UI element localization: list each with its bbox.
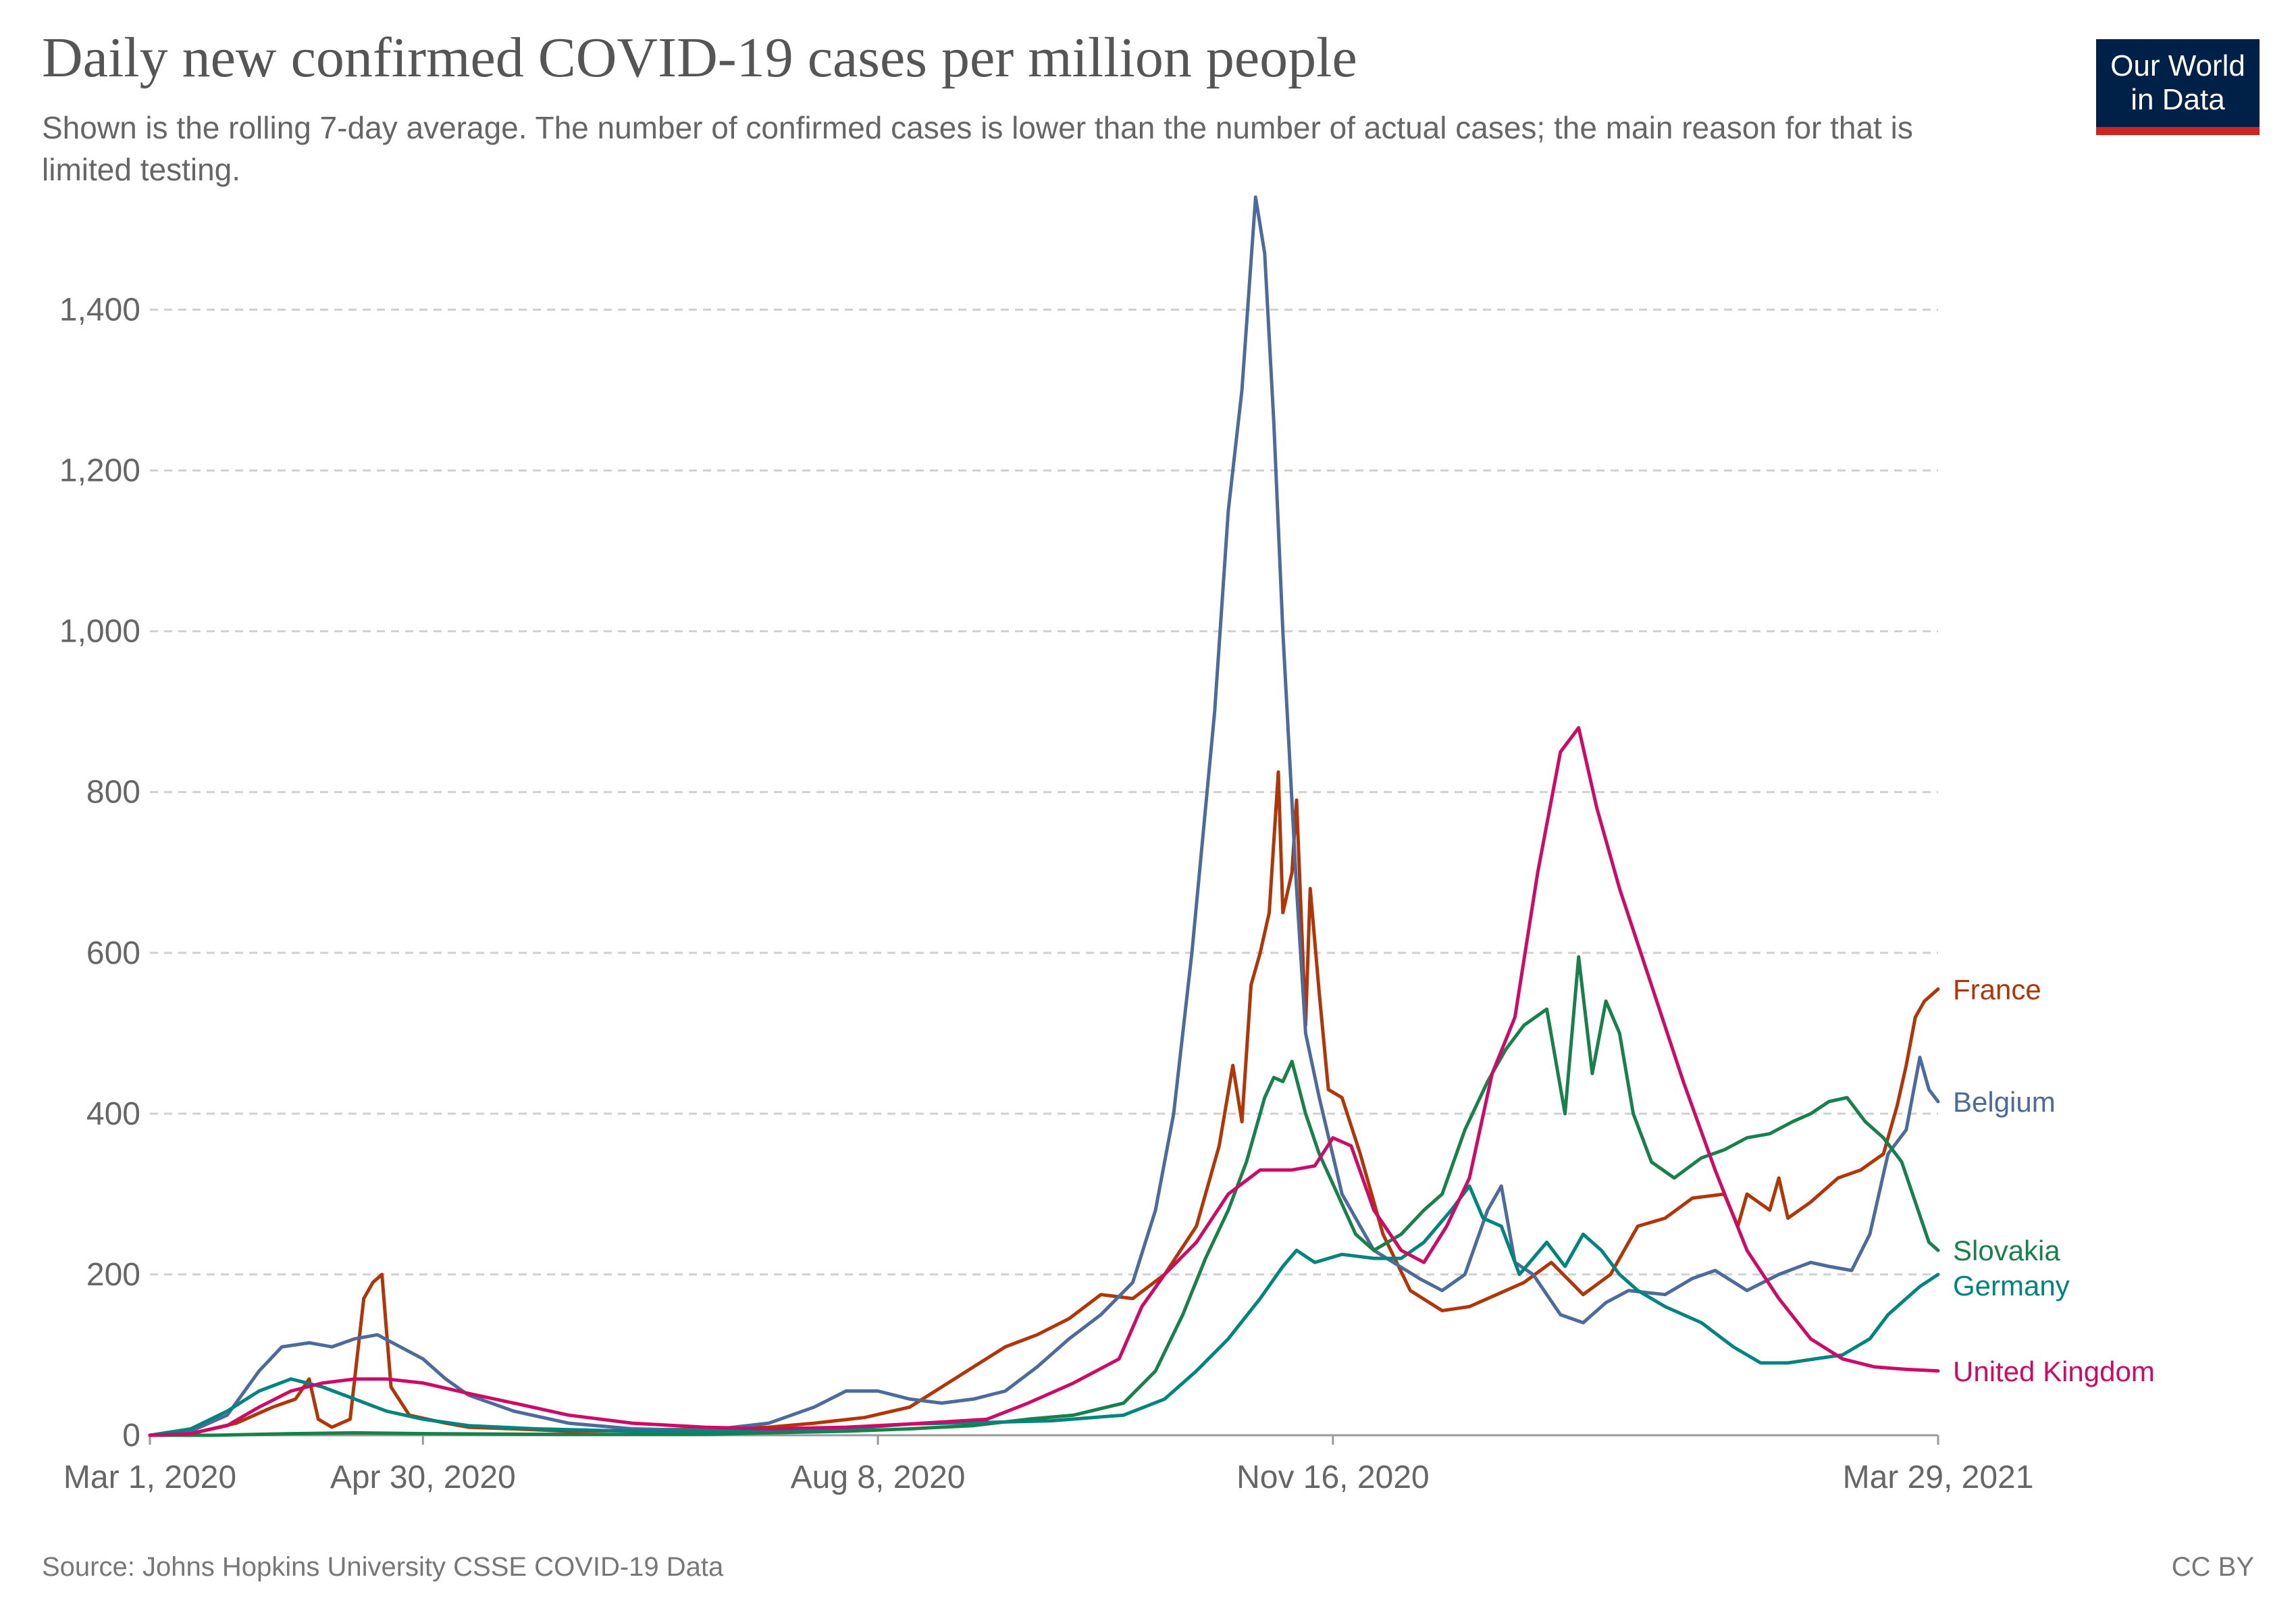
logo-line-1: Our World (2110, 49, 2245, 82)
y-tick-label: 600 (86, 935, 140, 971)
y-tick-label: 0 (122, 1418, 140, 1453)
series-label-slovakia: Slovakia (1953, 1235, 2060, 1266)
x-tick-label: Mar 1, 2020 (63, 1460, 236, 1495)
source-note[interactable]: Source: Johns Hopkins University CSSE CO… (42, 1552, 724, 1582)
chart-title: Daily new confirmed COVID-19 cases per m… (42, 26, 1357, 89)
y-tick-label: 200 (86, 1257, 140, 1293)
y-tick-label: 1,200 (59, 453, 140, 489)
series-line-germany (148, 1184, 1940, 1437)
y-tick-label: 1,000 (59, 614, 140, 650)
axes: 0 200 400 600 800 1,000 1,200 1,400 Mar 1, 2020 A… (59, 292, 2034, 1495)
series-label-germany: Germany (1953, 1270, 2070, 1302)
chart-subtitle: Shown is the rolling 7-day average. The … (42, 110, 1913, 187)
x-tick-label: Nov 16, 2020 (1236, 1460, 1430, 1495)
y-tick-label: 1,400 (59, 292, 140, 328)
gridlines (150, 309, 1938, 1276)
series-label-belgium: Belgium (1953, 1086, 2056, 1118)
series-line-france (148, 770, 1940, 1437)
x-tick-label: Mar 29, 2021 (1843, 1460, 2034, 1495)
series-line-slovakia (148, 955, 1940, 1437)
x-tick-label: Apr 30, 2020 (330, 1460, 516, 1495)
y-tick-label: 400 (86, 1096, 140, 1132)
series-line-united-kingdom (148, 726, 1940, 1437)
logo-line-2: in Data (2131, 83, 2225, 116)
series-labels: France Belgium Slovakia Germany United Kingd… (1953, 973, 2155, 1387)
y-tick-label: 800 (86, 775, 140, 810)
series-line-belgium (148, 195, 1940, 1437)
our-world-in-data-logo[interactable]: Our World in Data (2096, 39, 2260, 135)
series-label-france: France (1953, 973, 2041, 1005)
license-link[interactable]: CC BY (2171, 1552, 2254, 1582)
series-lines (148, 195, 1940, 1437)
series-label-united-kingdom: United Kingdom (1953, 1356, 2155, 1387)
x-tick-label: Aug 8, 2020 (791, 1460, 966, 1495)
